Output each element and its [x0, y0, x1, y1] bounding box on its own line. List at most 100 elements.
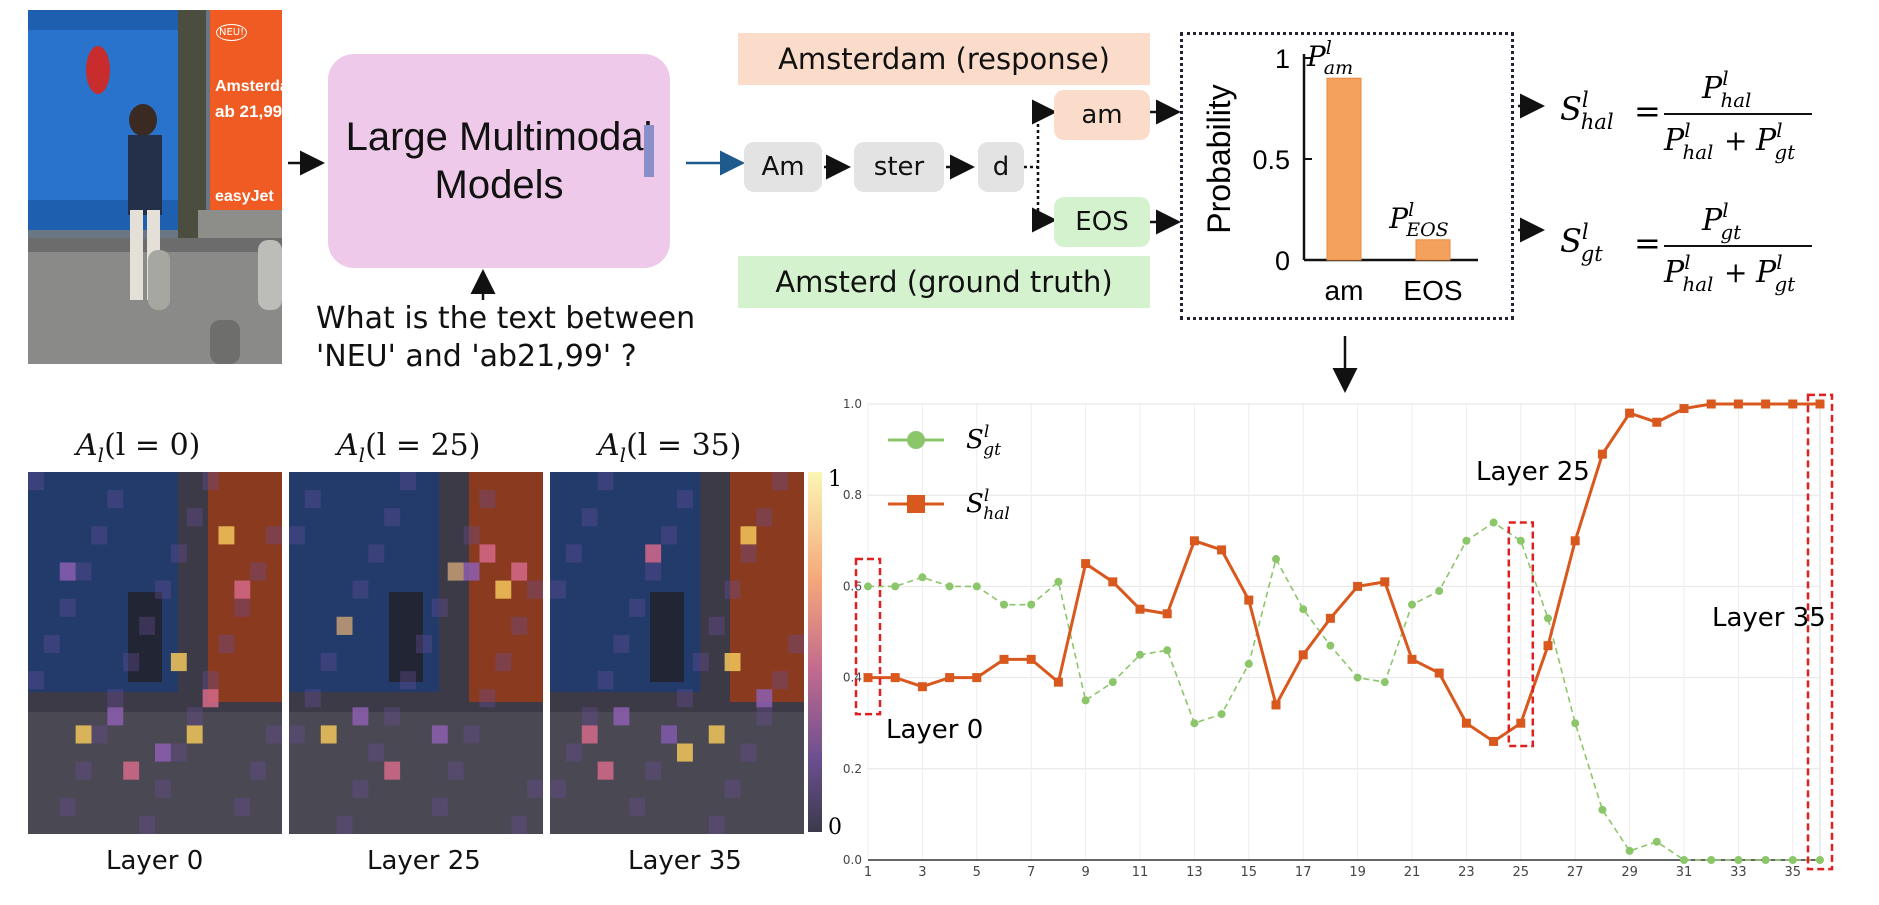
series-gt-point: [1734, 856, 1743, 864]
heatmap-cell-faint: [28, 671, 44, 690]
heatmap-cell-faint: [186, 508, 203, 527]
series-hal-point: [1271, 700, 1281, 710]
series-gt-point: [1489, 518, 1498, 527]
series-hal-point: [1461, 718, 1471, 728]
line-x-tick: 35: [1785, 865, 1802, 880]
series-gt-point: [1272, 555, 1280, 564]
layer-annotation: Layer 0: [886, 715, 983, 745]
heatmap-cell-faint: [550, 779, 566, 798]
heatmap-cell-faint: [91, 526, 108, 545]
series-hal-point: [972, 673, 982, 683]
heatmap-cell-faint: [59, 797, 76, 816]
series-gt-point: [1108, 678, 1117, 687]
series-gt-point: [1652, 837, 1661, 846]
line-x-tick: 23: [1458, 865, 1475, 880]
series-gt-point: [1544, 614, 1552, 623]
series-hal-point: [917, 682, 927, 692]
series-hal-point: [1081, 559, 1091, 569]
heatmap-cell-faint: [431, 797, 448, 816]
prob-y-label: Probability: [1201, 84, 1237, 233]
heatmap-title: Al(l = 25): [337, 428, 481, 467]
series-gt-point: [1163, 646, 1172, 655]
prob-x-label: am: [1325, 275, 1364, 306]
heatmap-cell-faint: [250, 562, 267, 581]
series-gt-point: [1217, 710, 1226, 719]
heatmap-cell-faint: [597, 472, 614, 491]
heatmap-cell-faint: [447, 562, 464, 581]
legend-label: Sl hal: [966, 486, 1010, 524]
heatmap-cell: [463, 562, 480, 581]
series-gt-point: [1598, 805, 1607, 814]
heatmap-cell: [234, 580, 251, 599]
heatmap-cell: [581, 725, 598, 744]
heatmap-cell-faint: [724, 779, 741, 798]
heatmap-cell-faint: [550, 580, 566, 599]
heatmap-cell: [740, 526, 757, 545]
line-x-tick: 21: [1404, 865, 1421, 880]
heatmap-cell: [708, 725, 725, 744]
heatmap-cell-faint: [463, 526, 480, 545]
heatmap-cell: [597, 761, 614, 780]
line-x-tick: 25: [1513, 865, 1530, 880]
heatmap-cell-faint: [43, 634, 60, 653]
series-gt-point: [1326, 641, 1335, 650]
heatmap-cell-faint: [139, 616, 155, 635]
series-gt-point: [945, 582, 954, 591]
prob-bar-eos: [1415, 239, 1451, 261]
heatmap-cell-faint: [629, 797, 646, 816]
series-hal-point: [1108, 577, 1118, 587]
heatmap-cell: [123, 761, 140, 780]
heatmap-caption: Layer 25: [367, 846, 481, 876]
heatmap-cell-faint: [772, 472, 789, 491]
series-gt-point: [1244, 659, 1253, 668]
heatmap-sign: [730, 472, 804, 702]
heatmap-cell-faint: [234, 797, 251, 816]
series-hal-point: [1652, 417, 1662, 427]
heatmap-cell-faint: [400, 472, 416, 491]
heatmap-cell-faint: [788, 634, 804, 653]
token-d: d: [978, 142, 1024, 192]
series-hal-point: [1543, 641, 1553, 651]
heatmap-cell: [479, 544, 496, 563]
layer-annotation: Layer 25: [1476, 457, 1590, 487]
heatmap-cell-faint: [495, 653, 512, 672]
formula-s-hal: Sl hal = Pl hal Pl hal + Pl gt: [1556, 62, 1876, 172]
series-hal-point: [1325, 613, 1335, 623]
prob-y-tick-label: 0.5: [1252, 145, 1290, 175]
heatmap-cell: [677, 743, 693, 762]
series-hal-point: [1489, 736, 1499, 746]
series-hal-point: [1706, 399, 1716, 409]
series-gt-line: [868, 521, 1820, 861]
heatmap-cell-faint: [756, 707, 773, 726]
series-hal-point: [1217, 545, 1227, 555]
top-arrows: [288, 93, 1545, 393]
line-x-tick: 33: [1730, 865, 1747, 880]
formula-equals: =: [1634, 224, 1661, 262]
formula-equals: =: [1634, 92, 1661, 130]
heatmap-cell: [511, 562, 528, 581]
model-box: Large Multimodal Models: [328, 54, 670, 268]
series-hal-point: [1570, 536, 1580, 546]
model-box-line1: Large Multimodal: [345, 115, 653, 159]
sign-badge: NEU!: [216, 24, 248, 41]
layer-highlight-box: [1507, 521, 1535, 748]
sign-price: ab 21,99: [215, 102, 282, 121]
heatmap-cell-faint: [527, 779, 543, 798]
heatmap-cell-faint: [645, 562, 662, 581]
series-hal-point: [1679, 404, 1689, 414]
line-x-tick: 9: [1081, 865, 1089, 880]
heatmap-cell-faint: [511, 815, 528, 834]
formula-denominator-b: Pl gt: [1755, 251, 1795, 296]
formula-numerator: Pl hal: [1701, 67, 1751, 112]
heatmap-cell-faint: [234, 598, 251, 617]
heatmap-cell-faint: [155, 580, 171, 599]
series-hal-point: [863, 673, 873, 683]
formula-denominator-a: Pl hal: [1663, 119, 1713, 164]
heatmap-cell-faint: [336, 815, 353, 834]
series-gt-point: [1816, 856, 1824, 864]
line-x-tick: 29: [1621, 865, 1638, 880]
prob-y-tick-label: 1: [1275, 44, 1290, 74]
series-gt-point: [1761, 856, 1770, 864]
probability-bar-chart: 1 0.5 0 Probability am Pl am EOS Pl EOS: [1201, 37, 1478, 306]
